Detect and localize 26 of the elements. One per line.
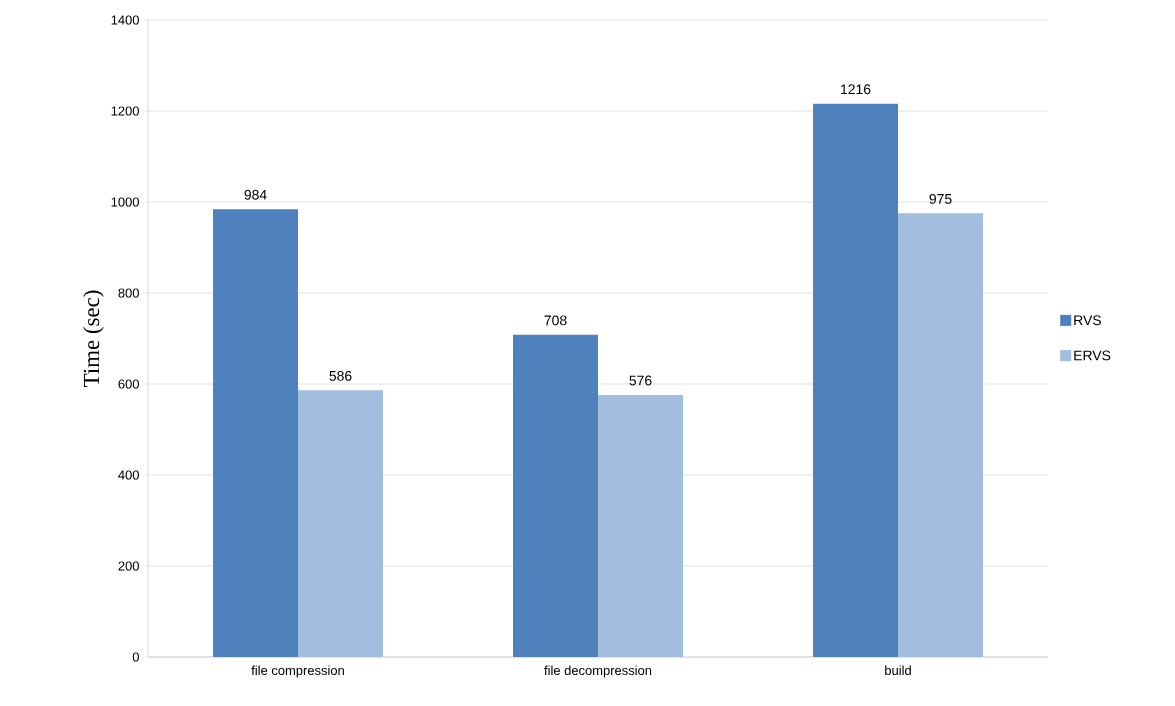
bar — [598, 394, 684, 657]
bar — [898, 213, 984, 657]
y-tick-label: 1000 — [111, 197, 139, 207]
bar — [813, 103, 899, 657]
y-tick-label: 1400 — [111, 15, 139, 25]
y-axis-title: Time (sec) — [83, 290, 104, 387]
bar — [213, 209, 298, 657]
y-tick-label: 400 — [118, 470, 139, 480]
data-label: 1216 — [841, 84, 871, 95]
data-label: 576 — [629, 375, 652, 386]
y-tick-label: 200 — [118, 561, 139, 571]
y-tick-label: 1200 — [111, 106, 139, 116]
y-tick-label: 600 — [118, 379, 139, 389]
bar — [513, 334, 598, 657]
legend-label: ERVS — [1074, 350, 1111, 361]
data-label: 975 — [929, 193, 952, 204]
legend-label: RVS — [1074, 315, 1101, 326]
x-tick-label: file decompression — [544, 665, 652, 678]
y-tick-label: 800 — [118, 288, 139, 298]
data-label: 708 — [544, 315, 567, 326]
x-tick-label: build — [885, 665, 911, 676]
data-label: 984 — [244, 189, 267, 200]
y-tick-label: 0 — [132, 652, 139, 662]
bar — [298, 390, 383, 657]
x-tick-label: file compression — [251, 665, 344, 678]
data-label: 586 — [329, 370, 352, 381]
